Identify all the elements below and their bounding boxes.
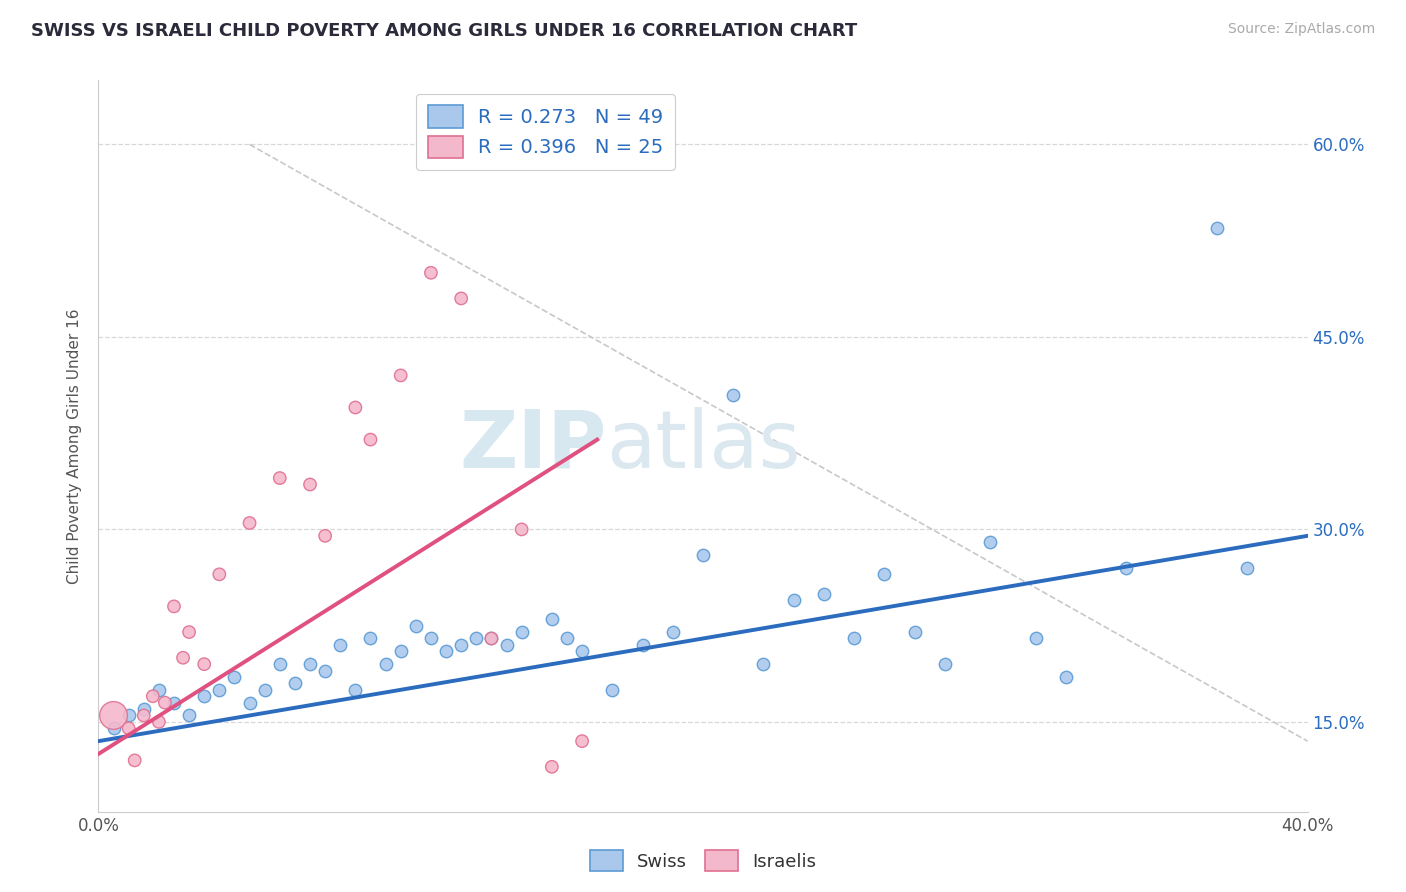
Point: [329, 638, 352, 652]
Point: [420, 266, 443, 280]
Point: [465, 632, 488, 646]
Point: [208, 567, 231, 582]
Point: [239, 516, 262, 530]
Point: [153, 696, 176, 710]
Point: [450, 292, 472, 306]
Point: [239, 696, 262, 710]
Point: [1024, 632, 1046, 646]
Point: [661, 625, 683, 640]
Point: [179, 625, 201, 640]
Text: Source: ZipAtlas.com: Source: ZipAtlas.com: [1227, 22, 1375, 37]
Point: [571, 644, 593, 658]
Point: [142, 690, 165, 704]
Point: [723, 387, 745, 401]
Point: [1236, 561, 1258, 575]
Point: [118, 721, 141, 735]
Point: [163, 696, 186, 710]
Point: [299, 477, 322, 491]
Point: [934, 657, 956, 672]
Point: [434, 644, 457, 658]
Point: [813, 586, 835, 600]
Point: [1115, 561, 1137, 575]
Y-axis label: Child Poverty Among Girls Under 16: Child Poverty Among Girls Under 16: [66, 309, 82, 583]
Point: [224, 670, 246, 684]
Point: [844, 632, 866, 646]
Legend: R = 0.273   N = 49, R = 0.396   N = 25: R = 0.273 N = 49, R = 0.396 N = 25: [416, 94, 675, 169]
Point: [1206, 220, 1229, 235]
Point: [692, 548, 714, 562]
Point: [360, 433, 382, 447]
Point: [389, 368, 412, 383]
Point: [193, 657, 215, 672]
Point: [555, 632, 578, 646]
Point: [103, 721, 125, 735]
Point: [540, 760, 562, 774]
Point: [873, 567, 896, 582]
Point: [118, 708, 141, 723]
Point: [179, 708, 201, 723]
Point: [481, 632, 503, 646]
Point: [602, 682, 624, 697]
Point: [752, 657, 775, 672]
Point: [172, 650, 194, 665]
Point: [124, 753, 146, 767]
Point: [148, 682, 170, 697]
Point: [132, 702, 155, 716]
Text: atlas: atlas: [606, 407, 800, 485]
Point: [783, 593, 806, 607]
Text: ZIP: ZIP: [458, 407, 606, 485]
Point: [904, 625, 927, 640]
Point: [269, 657, 291, 672]
Point: [1054, 670, 1077, 684]
Point: [510, 625, 533, 640]
Point: [208, 682, 231, 697]
Point: [405, 618, 427, 632]
Point: [314, 529, 336, 543]
Point: [979, 535, 1001, 549]
Point: [571, 734, 593, 748]
Point: [360, 632, 382, 646]
Point: [344, 401, 367, 415]
Point: [495, 638, 517, 652]
Point: [269, 471, 291, 485]
Point: [374, 657, 396, 672]
Point: [163, 599, 186, 614]
Text: SWISS VS ISRAELI CHILD POVERTY AMONG GIRLS UNDER 16 CORRELATION CHART: SWISS VS ISRAELI CHILD POVERTY AMONG GIR…: [31, 22, 858, 40]
Point: [148, 714, 170, 729]
Point: [540, 612, 562, 626]
Point: [284, 676, 307, 690]
Point: [193, 690, 215, 704]
Point: [253, 682, 276, 697]
Legend: Swiss, Israelis: Swiss, Israelis: [583, 843, 823, 879]
Point: [314, 664, 336, 678]
Point: [103, 708, 125, 723]
Point: [299, 657, 322, 672]
Point: [450, 638, 472, 652]
Point: [510, 523, 533, 537]
Point: [420, 632, 443, 646]
Point: [481, 632, 503, 646]
Point: [389, 644, 412, 658]
Point: [132, 708, 155, 723]
Point: [631, 638, 654, 652]
Point: [344, 682, 367, 697]
